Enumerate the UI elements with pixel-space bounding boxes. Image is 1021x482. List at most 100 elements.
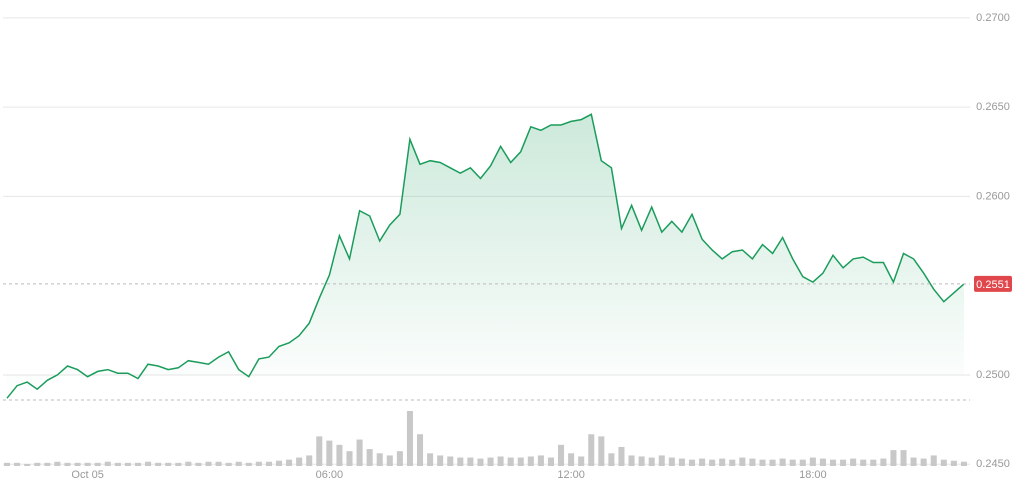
- volume-bar: [819, 458, 826, 466]
- volume-bar: [376, 453, 383, 466]
- volume-bar: [225, 462, 232, 466]
- volume-bar: [870, 459, 877, 466]
- volume-bar: [789, 459, 796, 466]
- x-tick-label: 18:00: [799, 469, 827, 481]
- volume-bar: [940, 459, 947, 466]
- volume-bar: [960, 461, 967, 466]
- volume-bar: [487, 457, 494, 466]
- volume-bar: [628, 455, 635, 466]
- volume-bar: [860, 459, 867, 466]
- volume-bar: [558, 444, 565, 466]
- last-price-label: 0.2551: [976, 279, 1010, 291]
- volume-bar: [437, 455, 444, 466]
- volume-bar: [306, 455, 313, 466]
- volume-bar: [739, 457, 746, 466]
- volume-bar: [517, 457, 524, 466]
- volume-bar: [44, 462, 51, 466]
- volume-bar: [396, 451, 403, 466]
- volume-bar: [326, 440, 333, 466]
- volume-bar: [638, 456, 645, 466]
- volume-bar: [24, 463, 31, 466]
- y-tick-label: 0.2500: [976, 369, 1010, 381]
- volume-bar: [336, 444, 343, 466]
- price-line: [6, 113, 965, 399]
- volume-bar: [447, 456, 454, 466]
- volume-bar: [84, 462, 91, 466]
- volume-bar: [316, 436, 323, 466]
- volume-bar: [880, 458, 887, 466]
- volume-bar: [275, 460, 283, 466]
- x-tick-label: 12:00: [557, 469, 585, 481]
- y-tick-label: 0.2650: [976, 101, 1010, 113]
- volume-bar: [668, 457, 675, 466]
- volume-bar: [578, 456, 585, 466]
- volume-bar: [386, 455, 393, 466]
- volume-bar: [840, 459, 847, 466]
- x-tick-label: Oct 05: [71, 469, 103, 481]
- volume-bar: [759, 459, 766, 466]
- volume-bar: [769, 459, 776, 466]
- volume-bar: [729, 459, 736, 466]
- volume-bar: [74, 462, 81, 466]
- volume-bar: [14, 462, 21, 466]
- volume-bar: [507, 457, 514, 466]
- volume-bar: [608, 453, 615, 466]
- x-tick-label: 06:00: [316, 469, 344, 481]
- volume-bar: [799, 459, 806, 466]
- volume-bar: [145, 461, 152, 466]
- volume-bar: [64, 462, 71, 466]
- volume-bar: [537, 455, 544, 466]
- volume-bar: [427, 453, 434, 466]
- volume-bar: [699, 458, 706, 466]
- volume-bar: [175, 462, 182, 466]
- volume-bar: [124, 462, 131, 466]
- volume-bar: [568, 453, 575, 466]
- volume-bar: [255, 461, 262, 466]
- volume-bar: [356, 439, 363, 466]
- volume-bar: [235, 461, 242, 466]
- volume-bar: [477, 458, 484, 466]
- last-price-badge: [974, 275, 1012, 292]
- volume-bar: [950, 460, 957, 466]
- volume-bar: [366, 449, 373, 466]
- volume-bar: [850, 458, 857, 466]
- volume-bar: [265, 461, 272, 466]
- volume-bar: [497, 456, 504, 466]
- volume-bar: [930, 455, 937, 466]
- volume-bar: [598, 436, 605, 466]
- volume-bar: [920, 458, 927, 466]
- volume-bar: [406, 411, 413, 466]
- volume-bar: [709, 459, 716, 466]
- volume-bar: [286, 459, 293, 466]
- volume-bar: [749, 458, 756, 466]
- volume-bar: [296, 457, 303, 466]
- volume-bar: [104, 461, 111, 466]
- volume-bar: [457, 457, 464, 466]
- volume-bar: [346, 451, 353, 466]
- volume-bar: [94, 462, 101, 466]
- y-tick-label: 0.2600: [976, 190, 1010, 202]
- volume-bar: [890, 450, 897, 466]
- volume-bar: [195, 462, 202, 466]
- volume-bar: [829, 459, 837, 466]
- volume-bar: [588, 434, 595, 466]
- volume-bar: [215, 461, 222, 466]
- volume-bar: [114, 462, 121, 466]
- volume-bar: [809, 457, 816, 466]
- volume-bar: [134, 462, 141, 466]
- volume-bar: [618, 446, 625, 466]
- y-tick-label: 0.2450: [976, 458, 1010, 470]
- volume-bar: [185, 461, 192, 466]
- volume-bar: [779, 458, 786, 466]
- volume-bar: [910, 457, 917, 466]
- y-tick-label: 0.2700: [976, 12, 1010, 24]
- volume-bar: [245, 462, 252, 466]
- volume-bar: [54, 461, 61, 466]
- volume-bar: [527, 456, 534, 466]
- volume-bar: [205, 461, 212, 466]
- volume-bar: [467, 457, 474, 466]
- volume-bar: [155, 462, 162, 466]
- volume-bar: [547, 457, 554, 466]
- volume-bar: [658, 455, 665, 466]
- volume-bar: [900, 450, 907, 466]
